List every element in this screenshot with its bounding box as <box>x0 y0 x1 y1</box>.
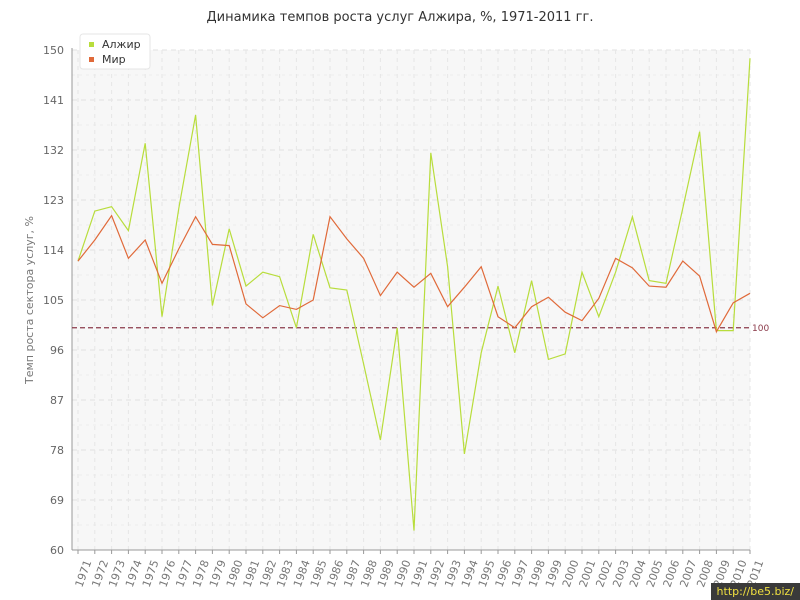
chart-title: Динамика темпов роста услуг Алжира, %, 1… <box>206 10 594 25</box>
y-tick-label-114: 114 <box>43 244 64 257</box>
legend-box <box>79 33 151 70</box>
reference-line-label: 100 <box>752 324 769 334</box>
legend-swatch-algeria <box>89 42 94 47</box>
legend-swatch-world <box>89 57 94 62</box>
axes <box>71 48 751 554</box>
legend-label-algeria: Алжир <box>102 38 141 51</box>
y-tick-label-96: 96 <box>50 344 64 357</box>
y-tick-label-60: 60 <box>50 544 64 557</box>
grid-lines <box>72 49 751 551</box>
legend: Алжир Мир <box>79 33 151 70</box>
y-tick-label-123: 123 <box>43 194 64 207</box>
y-tick-label-69: 69 <box>50 494 64 507</box>
y-tick-label-132: 132 <box>43 144 64 157</box>
reference-line-group: 100 <box>72 324 769 334</box>
legend-label-world: Мир <box>102 53 126 66</box>
series-lines <box>77 58 751 531</box>
y-tick-labels: 60 69 78 87 96 105 114 123 132 141 150 <box>43 44 64 557</box>
watermark-link[interactable]: http://be5.biz/ <box>710 583 800 600</box>
series-line-world <box>77 214 751 334</box>
y-tick-label-105: 105 <box>43 294 64 307</box>
series-line-algeria <box>77 58 751 531</box>
y-tick-label-141: 141 <box>43 94 64 107</box>
x-tick-labels: 1971197219731974197519761977197819791980… <box>73 558 767 589</box>
y-tick-label-87: 87 <box>50 394 64 407</box>
y-tick-label-150: 150 <box>43 44 64 57</box>
y-tick-label-78: 78 <box>50 444 64 457</box>
y-axis-label: Темп роста сектора услуг, % <box>23 216 36 385</box>
